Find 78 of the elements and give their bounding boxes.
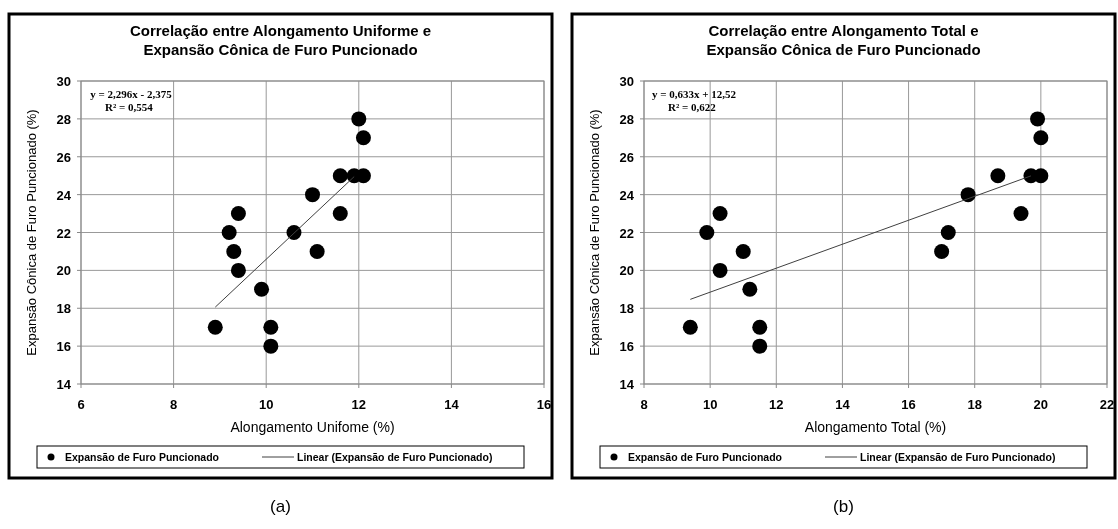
point	[990, 168, 1006, 184]
point	[226, 243, 242, 259]
x-tick-label: 14	[835, 397, 851, 412]
y-tick-label: 18	[56, 301, 71, 317]
annotation: y = 0,633x + 12,52	[651, 88, 737, 100]
annotation: R² = 0,554	[105, 101, 154, 113]
point	[332, 168, 348, 184]
y-tick-label: 16	[56, 339, 71, 355]
point	[735, 243, 751, 259]
y-tick-label: 24	[56, 187, 72, 203]
y-tick-label: 18	[619, 301, 634, 317]
y-tick-label: 28	[619, 111, 634, 127]
chart-title: Correlação entre Alongamento Uniforme e Expansão Cônica de Furo Puncionado	[129, 22, 432, 58]
y-tick-label: 20	[619, 263, 634, 279]
y-tick-label: 30	[619, 74, 634, 89]
point	[960, 187, 976, 203]
y-tick-label: 14	[56, 377, 72, 392]
annotation: y = 2,296x - 2,375	[90, 88, 173, 100]
legend-label: Expansão de Furo Puncionado	[65, 451, 220, 463]
point	[940, 225, 956, 240]
x-axis-title: Alongamento Unifome (%)	[230, 419, 395, 435]
point	[934, 243, 950, 259]
x-tick-label: 6	[77, 397, 85, 412]
point	[230, 262, 246, 278]
y-tick-label: 14	[619, 377, 635, 392]
x-tick-label: 8	[640, 397, 648, 412]
point	[1033, 168, 1049, 184]
point	[1030, 111, 1046, 127]
x-tick-label: 10	[258, 397, 274, 412]
x-tick-label: 16	[901, 397, 916, 412]
y-tick-label: 26	[619, 149, 634, 165]
legend-label: Expansão de Furo Puncionado	[628, 451, 783, 463]
point	[682, 319, 698, 335]
point	[699, 225, 715, 240]
x-tick-label: 12	[769, 397, 784, 412]
y-tick-label: 24	[619, 187, 635, 203]
y-tick-label: 22	[56, 225, 71, 241]
annotation: R² = 0,622	[668, 101, 717, 113]
y-tick-label: 26	[56, 149, 71, 165]
y-tick-label: 22	[619, 225, 634, 241]
x-tick-label: 14	[444, 397, 460, 412]
point	[221, 225, 237, 240]
point	[355, 130, 371, 146]
point	[1013, 206, 1029, 222]
y-tick-label: 30	[56, 74, 71, 89]
point	[752, 338, 768, 354]
point	[263, 338, 279, 354]
x-tick-label: 20	[1033, 397, 1049, 412]
point	[1033, 130, 1049, 146]
text: (b)	[833, 497, 854, 516]
x-tick-label: 22	[1099, 397, 1115, 412]
point	[309, 243, 325, 259]
point	[230, 206, 246, 222]
x-axis-title: Alongamento Total (%)	[804, 419, 947, 435]
y-tick-label: 16	[619, 339, 634, 355]
legend-label: Linear (Expansão de Furo Puncionado)	[297, 451, 493, 463]
point	[712, 262, 728, 278]
y-tick-label: 28	[56, 111, 71, 127]
x-tick-label: 12	[351, 397, 367, 412]
point	[263, 319, 279, 335]
point	[254, 281, 270, 297]
y-tick-label: 20	[56, 263, 71, 279]
x-tick-label: 16	[536, 397, 552, 412]
point	[712, 206, 728, 222]
y-axis-title: Expansão Cônica de Furo Puncionado (%)	[587, 109, 602, 356]
x-tick-label: 10	[702, 397, 718, 412]
x-tick-label: 18	[967, 397, 982, 412]
point	[332, 206, 348, 222]
point	[351, 111, 367, 127]
point	[305, 187, 320, 203]
point	[752, 319, 768, 335]
text: (a)	[270, 497, 291, 516]
x-tick-label: 8	[169, 397, 178, 412]
point	[207, 319, 223, 335]
chart-title: Correlação entre Alongamento Total e Expansão Cônica de Furo Puncionado	[706, 22, 981, 58]
legend-label: Linear (Expansão de Furo Puncionado)	[860, 451, 1056, 463]
y-axis-title: Expansão Cônica de Furo Puncionado (%)	[24, 109, 39, 356]
point	[742, 281, 758, 297]
